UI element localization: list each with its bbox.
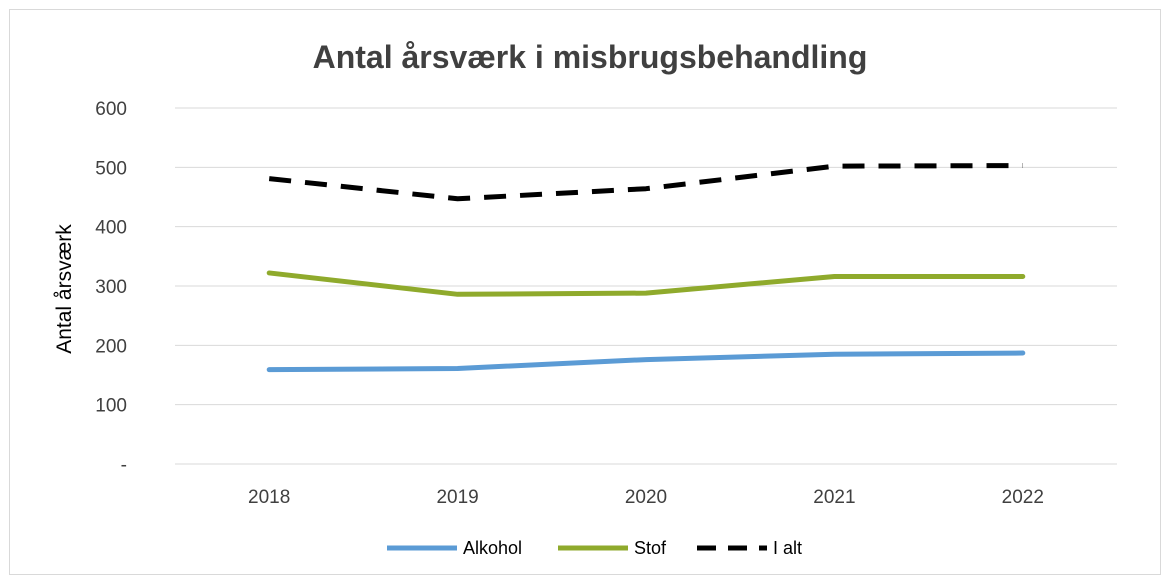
y-tick-label: 400 [95,218,127,239]
y-tick-label: 300 [95,277,127,298]
series-line-alkohol [266,350,1026,373]
y-tick-label: 600 [95,99,127,120]
y-tick-label: 200 [95,336,127,357]
series-line-stof [266,270,1026,297]
y-axis-ticks: - 100 200 300 400 500 600 [95,99,127,476]
chart-title: Antal årsværk i misbrugsbehandling [313,39,868,75]
x-tick-label: 2022 [1002,487,1044,508]
x-axis-ticks: 2018 2019 2020 2021 2022 [248,487,1044,508]
x-tick-label: 2018 [248,487,290,508]
y-tick-label: 500 [95,158,127,179]
x-tick-label: 2020 [625,487,667,508]
series-line-i-alt [268,163,1023,202]
legend-label: I alt [773,538,802,558]
x-tick-label: 2021 [813,487,855,508]
series-lines [266,163,1026,373]
legend-label: Alkohol [463,538,522,558]
legend-label: Stof [634,538,667,558]
y-axis-label: Antal årsværk [53,224,76,354]
x-tick-label: 2019 [436,487,478,508]
y-tick-label: - [121,455,127,476]
legend: Alkohol Stof I alt [387,538,802,558]
y-tick-label: 100 [95,396,127,417]
gridlines [175,107,1117,465]
